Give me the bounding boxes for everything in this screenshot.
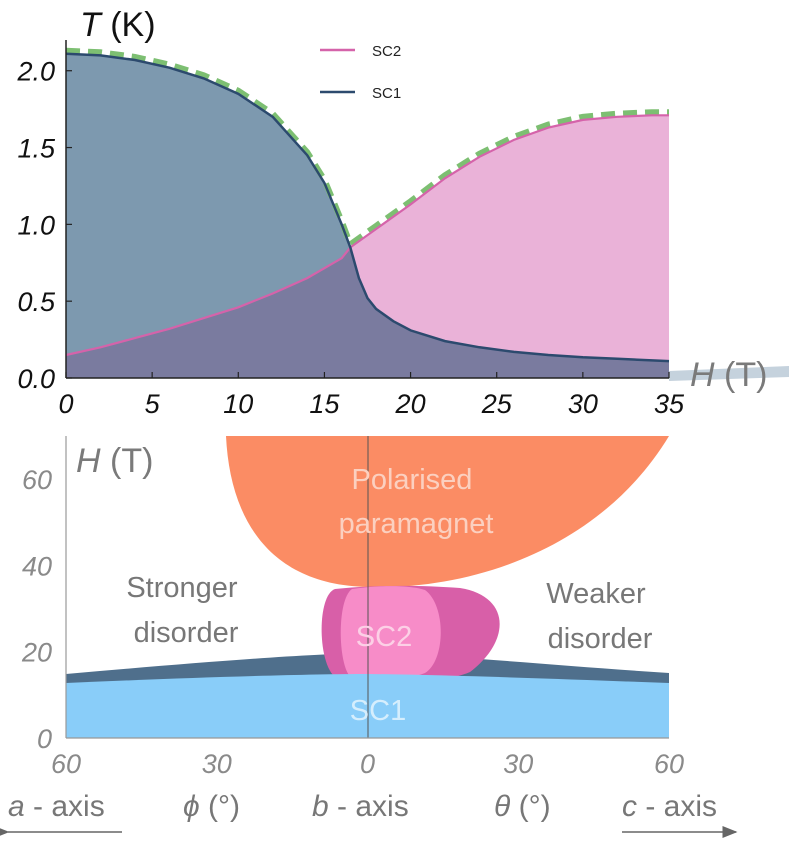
sc1-line <box>65 52 670 363</box>
angle-tick-label: 60 <box>654 749 684 779</box>
y-axis-label-top: T (K) <box>80 6 156 44</box>
stronger-disorder-label: Stronger disorder <box>126 572 245 649</box>
x-tick-label: 15 <box>309 389 340 419</box>
x-tick-label: 10 <box>223 389 253 419</box>
c-axis-label: c - axis <box>622 790 717 823</box>
legend-sc1-label: SC1 <box>372 85 401 102</box>
x-tick-label: 5 <box>145 389 161 419</box>
x-tick-label: 25 <box>481 389 513 419</box>
legend: SC2 SC1 <box>320 43 401 102</box>
y-tick-label: 1.0 <box>17 210 55 240</box>
sc2-line <box>65 114 669 357</box>
sc2-region-inner <box>340 586 441 680</box>
sc1-area <box>66 53 669 379</box>
envelope-dashed-line <box>65 47 669 250</box>
x-tick-label: 30 <box>568 389 598 419</box>
field-tick-label: 60 <box>22 465 52 495</box>
overlap-area <box>66 247 669 378</box>
phi-label: ϕ (°) <box>183 790 240 823</box>
x-axis-label-top: H (T) <box>690 356 767 394</box>
x-axis-extension <box>669 366 789 381</box>
angle-tick-label: 60 <box>51 749 81 779</box>
field-tick-label: 20 <box>21 638 52 668</box>
bottom-axis-descriptors: a - axis ϕ (°) b - axis θ (°) c - axis <box>0 790 738 838</box>
y-tick-label: 0.5 <box>17 287 56 317</box>
y-tick-label: 0.0 <box>17 364 55 394</box>
sc2-area <box>66 115 669 379</box>
polarised-paramagnet-region <box>226 436 669 588</box>
legend-sc2-label: SC2 <box>372 43 401 60</box>
sc1-region-label: SC1 <box>350 695 406 727</box>
sc2-region-label: SC2 <box>356 621 412 653</box>
top-axis-ticks: 0 5 10 15 20 25 30 35 0.0 0.5 1.0 1.5 2.0 <box>16 57 685 419</box>
y-tick-label: 1.5 <box>17 134 56 164</box>
polarised-paramagnet-label: Polarised paramagnet <box>339 464 494 540</box>
x-tick-label: 35 <box>654 389 685 419</box>
angle-tick-label: 0 <box>360 749 375 779</box>
b-axis-label: b - axis <box>312 790 409 823</box>
field-tick-label: 40 <box>22 551 52 581</box>
theta-label: θ (°) <box>494 790 551 823</box>
angle-tick-label: 30 <box>503 749 533 779</box>
field-tick-label: 0 <box>37 724 52 754</box>
angle-tick-label: 30 <box>202 749 232 779</box>
top-chart: 0 5 10 15 20 25 30 35 0.0 0.5 1.0 1.5 2.0 SC2 SC1 T … <box>16 6 789 419</box>
y-tick-label: 2.0 <box>16 57 55 87</box>
x-tick-label: 0 <box>58 389 73 419</box>
a-axis-label: a - axis <box>8 790 105 823</box>
y-axis-label-bottom: H (T) <box>76 442 153 480</box>
x-tick-label: 20 <box>395 389 426 419</box>
weaker-disorder-label: Weaker disorder <box>546 578 653 655</box>
